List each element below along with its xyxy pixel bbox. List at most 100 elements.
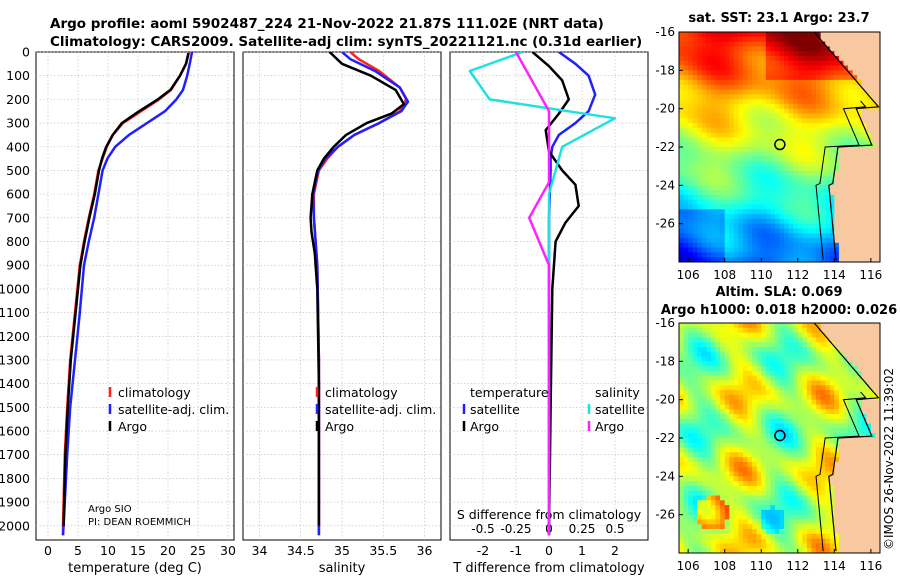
- map-cell: [720, 327, 726, 334]
- map-cell: [797, 462, 803, 468]
- map-cell: [806, 370, 813, 377]
- map-cell: [802, 123, 808, 129]
- map-cell: [729, 60, 735, 67]
- map-cell: [761, 485, 767, 492]
- map-cell: [848, 423, 854, 429]
- map-cell: [838, 185, 845, 191]
- map-cell: [679, 75, 685, 81]
- map-cell: [706, 75, 712, 81]
- map-cell: [761, 65, 767, 71]
- map-cell: [715, 370, 721, 377]
- map-cell: [756, 428, 762, 434]
- map-cell: [770, 351, 776, 358]
- map-cell: [861, 194, 867, 201]
- map-cell: [706, 366, 712, 372]
- map-cell: [738, 209, 744, 215]
- map-cell: [706, 543, 712, 549]
- map-cell: [752, 543, 758, 549]
- map-cell: [715, 89, 721, 95]
- map-cell: [816, 56, 822, 62]
- map-cell: [679, 242, 685, 249]
- map-cell: [797, 404, 803, 410]
- map-cell: [701, 509, 707, 516]
- map-cell: [692, 471, 698, 477]
- map-cell: [816, 519, 822, 525]
- map-cell: [743, 204, 749, 210]
- map-cell: [697, 194, 703, 201]
- map-cell: [848, 185, 854, 191]
- map-cell: [711, 514, 717, 521]
- map-cell: [848, 190, 854, 196]
- map-cell: [683, 84, 689, 91]
- map-cell: [802, 337, 808, 343]
- map-cell: [834, 332, 840, 338]
- map-cell: [774, 75, 781, 81]
- s-tick-label: 0.25: [569, 522, 596, 536]
- map-cell: [861, 147, 867, 153]
- map-cell: [788, 46, 794, 52]
- map-cell: [816, 514, 822, 521]
- map-cell: [697, 519, 703, 525]
- map-cell: [820, 223, 826, 230]
- map-cell: [706, 519, 712, 525]
- map-cell: [843, 428, 849, 434]
- map-cell: [848, 495, 854, 501]
- map-cell: [679, 327, 685, 334]
- map-cell: [752, 481, 758, 487]
- map-cell: [715, 428, 721, 434]
- map-cell: [793, 385, 799, 391]
- map-cell: [788, 428, 794, 434]
- map-cell: [679, 332, 685, 338]
- map-cell: [861, 51, 867, 57]
- map-cell: [761, 418, 767, 425]
- map-y-tick-label: -22: [655, 431, 675, 445]
- map-cell: [802, 457, 808, 463]
- map-cell: [866, 218, 872, 225]
- map-cell: [829, 351, 835, 358]
- map-cell: [720, 218, 726, 225]
- map-cell: [756, 375, 762, 382]
- map-cell: [715, 529, 721, 535]
- map-cell: [848, 524, 854, 530]
- map-cell: [838, 543, 845, 549]
- map-cell: [866, 418, 872, 425]
- map-cell: [784, 533, 790, 540]
- map-cell: [806, 500, 813, 506]
- map-cell: [870, 60, 877, 67]
- map-cell: [729, 524, 735, 530]
- map-cell: [788, 529, 794, 535]
- map-cell: [733, 56, 739, 62]
- map-cell: [706, 94, 712, 100]
- map-cell: [793, 36, 799, 43]
- map-cell: [870, 514, 877, 521]
- map-cell: [756, 548, 762, 553]
- map-cell: [761, 51, 767, 57]
- map-cell: [756, 452, 762, 458]
- map-cell: [857, 156, 863, 162]
- map-cell: [802, 46, 808, 52]
- map-cell: [724, 394, 730, 401]
- map-cell: [838, 342, 845, 348]
- map-cell: [697, 505, 703, 511]
- map-cell: [797, 495, 803, 501]
- map-cell: [852, 337, 858, 343]
- map-cell: [834, 204, 840, 210]
- map-cell: [688, 214, 694, 220]
- map-cell: [802, 466, 808, 473]
- map-cell: [697, 214, 703, 220]
- map-cell: [852, 347, 858, 353]
- map-cell: [711, 409, 717, 415]
- map-cell: [797, 509, 803, 516]
- map-cell: [765, 161, 771, 167]
- map-cell: [797, 238, 803, 244]
- map-cell: [729, 428, 735, 434]
- map-cell: [788, 252, 794, 258]
- map-cell: [697, 409, 703, 415]
- map-cell: [715, 194, 721, 201]
- map-cell: [820, 199, 826, 206]
- map-cell: [701, 433, 707, 439]
- map-cell: [779, 442, 785, 449]
- map-cell: [866, 75, 872, 81]
- map-cell: [688, 452, 694, 458]
- map-cell: [720, 137, 726, 143]
